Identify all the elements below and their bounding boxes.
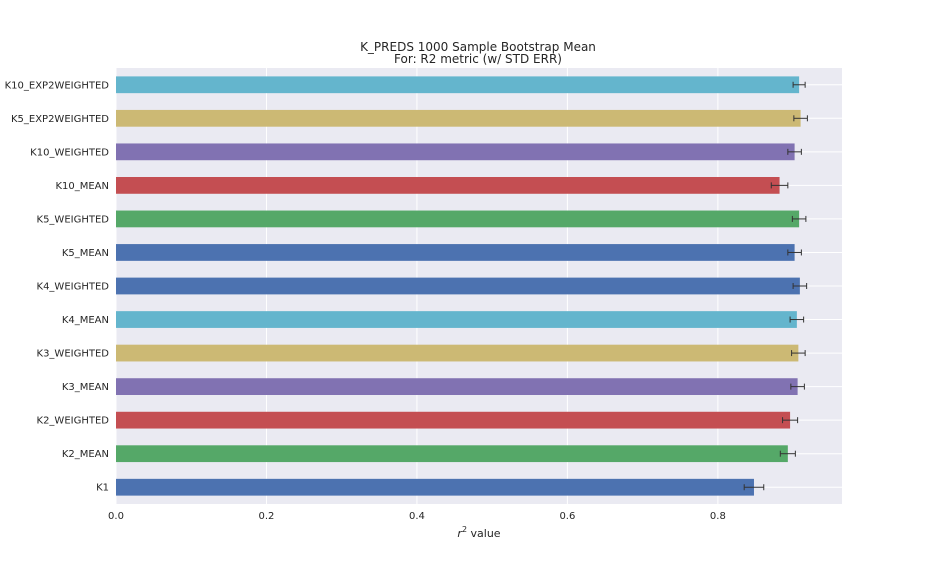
error-bar-k2-weighted <box>782 417 799 424</box>
x-tick-label: 0.6 <box>559 511 575 522</box>
error-bar-k5-weighted <box>791 215 807 222</box>
x-axis-label: r2 value <box>457 525 500 540</box>
x-tick-labels: 0.0 0.2 0.4 0.6 0.8 <box>108 511 726 522</box>
bar-k2-mean <box>116 445 788 463</box>
bar-k10-weighted <box>116 143 795 161</box>
x-tick-label: 0.4 <box>409 511 425 522</box>
bar-k3-mean <box>116 378 798 395</box>
error-bars-group <box>743 81 808 491</box>
category-label: K1 <box>96 483 109 494</box>
x-tick-label: 0.2 <box>259 511 275 522</box>
bar-k3-weighted <box>116 344 799 362</box>
category-label: K2_WEIGHTED <box>37 416 110 427</box>
error-bar-k3-weighted <box>791 350 806 357</box>
error-bar-k3-mean <box>790 383 805 390</box>
category-label: K5_WEIGHTED <box>37 214 110 225</box>
category-label: K3_MEAN <box>62 382 109 393</box>
error-bar-k4-mean <box>789 316 805 323</box>
category-label: K3_WEIGHTED <box>37 349 110 360</box>
category-labels: K10_EXP2WEIGHTED K5_EXP2WEIGHTED K10_WEIGH… <box>5 80 110 493</box>
error-bar-k10-exp2weighted <box>792 81 806 88</box>
bars-group <box>116 76 801 496</box>
bar-k4-mean <box>116 311 797 328</box>
bar-k5-exp2weighted <box>116 109 801 127</box>
error-bar-k10-mean <box>770 182 789 189</box>
category-label: K4_MEAN <box>62 315 109 326</box>
x-axis-label-superscript: 2 <box>462 525 467 534</box>
chart-title: K_PREDS 1000 Sample Bootstrap Mean <box>360 40 596 54</box>
category-label: K10_WEIGHTED <box>30 147 109 158</box>
category-label: K2_MEAN <box>62 449 109 460</box>
x-tick-label: 0.8 <box>710 511 726 522</box>
category-label: K5_MEAN <box>62 248 109 259</box>
bar-k5-mean <box>116 244 795 261</box>
category-label: K4_WEIGHTED <box>37 282 110 293</box>
category-label: K5_EXP2WEIGHTED <box>11 114 109 125</box>
category-label: K10_MEAN <box>55 181 109 192</box>
error-bar-k5-exp2weighted <box>793 115 808 122</box>
error-bar-k5-mean <box>787 249 802 256</box>
bar-k10-mean <box>116 177 780 194</box>
error-bar-k10-weighted <box>787 148 802 155</box>
x-tick-label: 0.0 <box>108 511 124 522</box>
category-label: K10_EXP2WEIGHTED <box>5 80 110 91</box>
bar-k10-exp2weighted <box>116 76 800 94</box>
bar-k5-weighted <box>116 210 800 228</box>
x-axis-label-rest: value <box>467 527 501 540</box>
x-axis-label-base: r <box>457 527 463 540</box>
bar-k4-weighted <box>116 277 800 295</box>
error-bar-k1 <box>743 484 765 491</box>
error-bar-k2-mean <box>779 450 796 457</box>
chart-subtitle: For: R2 metric (w/ STD ERR) <box>394 52 562 66</box>
error-bar-k4-weighted <box>792 283 808 289</box>
bar-k2-weighted <box>116 411 791 429</box>
bar-k1 <box>116 478 754 496</box>
